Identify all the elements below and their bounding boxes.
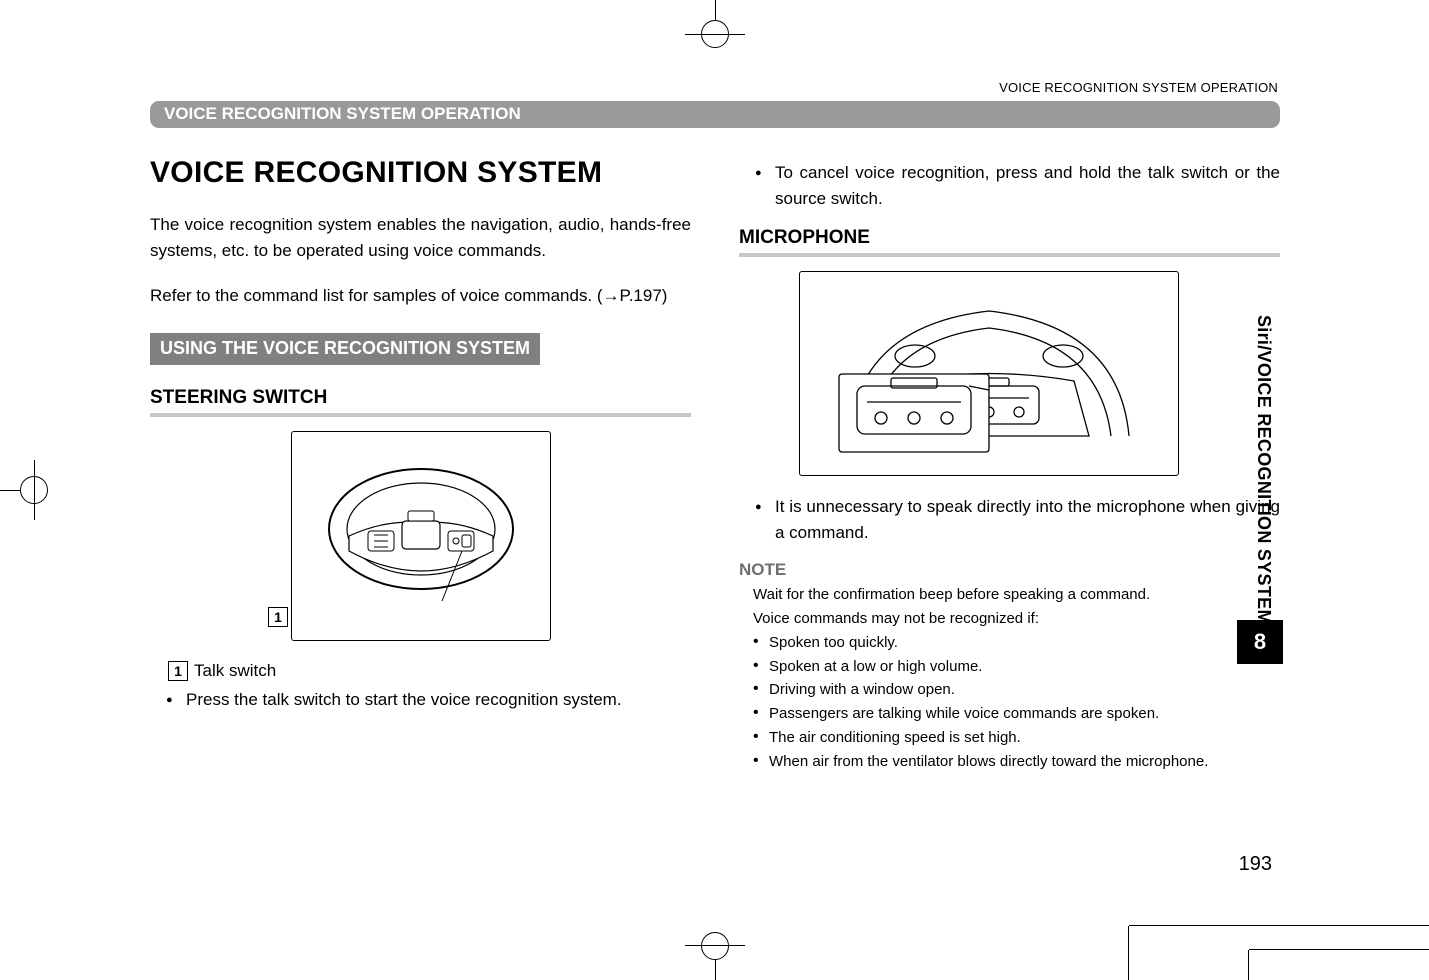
crop-mark-bottom xyxy=(665,920,765,980)
talk-switch-callout: 1 Talk switch xyxy=(168,661,276,681)
cancel-bullet: To cancel voice recognition, press and h… xyxy=(761,160,1280,213)
page-number: 193 xyxy=(1239,853,1272,876)
section-heading-bar: VOICE RECOGNITION SYSTEM OPERATION xyxy=(150,101,1280,128)
note-bullet-list: Spoken too quickly. Spoken at a low or h… xyxy=(753,632,1280,773)
callout-label: Talk switch xyxy=(194,661,276,681)
note-bullet: Passengers are talking while voice comma… xyxy=(753,703,1280,725)
figure-callout-number: 1 xyxy=(268,607,288,627)
note-bullet: Driving with a window open. xyxy=(753,679,1280,701)
side-tab-chapter-number: 8 xyxy=(1237,620,1283,664)
steering-wheel-icon xyxy=(316,451,526,621)
note-bullet: Spoken too quickly. xyxy=(753,632,1280,654)
side-tab-label: Siri/VOICE RECOGNITION SYSTEM xyxy=(1253,315,1274,625)
overhead-console-icon xyxy=(819,286,1159,461)
microphone-heading: MICROPHONE xyxy=(739,227,1280,257)
intro-paragraph-2: Refer to the command list for samples of… xyxy=(150,283,691,309)
note-bullet: The air conditioning speed is set high. xyxy=(753,727,1280,749)
microphone-figure xyxy=(799,271,1179,476)
page-title: VOICE RECOGNITION SYSTEM xyxy=(150,156,691,190)
microphone-bullet: It is unnecessary to speak directly into… xyxy=(761,494,1280,547)
note-bullet: Spoken at a low or high volume. xyxy=(753,656,1280,678)
subsection-heading-bar: USING THE VOICE RECOGNITION SYSTEM xyxy=(150,333,540,365)
callout-number-icon: 1 xyxy=(168,661,188,681)
crop-mark-bottom-right xyxy=(1089,890,1429,980)
page-content: VOICE RECOGNITION SYSTEM OPERATION VOICE… xyxy=(150,80,1280,870)
steering-wheel-figure: 1 xyxy=(291,431,551,641)
note-line-1: Wait for the confirmation beep before sp… xyxy=(753,584,1280,606)
talk-switch-bullet-list: Press the talk switch to start the voice… xyxy=(150,687,691,713)
note-line-2: Voice commands may not be recognized if: xyxy=(753,608,1280,630)
note-heading: NOTE xyxy=(739,560,1280,580)
left-column: VOICE RECOGNITION SYSTEM The voice recog… xyxy=(150,156,691,774)
intro-paragraph-1: The voice recognition system enables the… xyxy=(150,212,691,265)
microphone-bullet-list: It is unnecessary to speak directly into… xyxy=(739,494,1280,547)
talk-switch-bullet: Press the talk switch to start the voice… xyxy=(172,687,691,713)
crop-mark-top xyxy=(665,0,765,60)
crop-mark-left xyxy=(0,440,60,540)
right-column: To cancel voice recognition, press and h… xyxy=(739,156,1280,774)
cancel-bullet-list: To cancel voice recognition, press and h… xyxy=(739,160,1280,213)
note-body: Wait for the confirmation beep before sp… xyxy=(739,584,1280,772)
steering-switch-heading: STEERING SWITCH xyxy=(150,387,691,417)
note-bullet: When air from the ventilator blows direc… xyxy=(753,751,1280,773)
running-head: VOICE RECOGNITION SYSTEM OPERATION xyxy=(150,80,1280,95)
